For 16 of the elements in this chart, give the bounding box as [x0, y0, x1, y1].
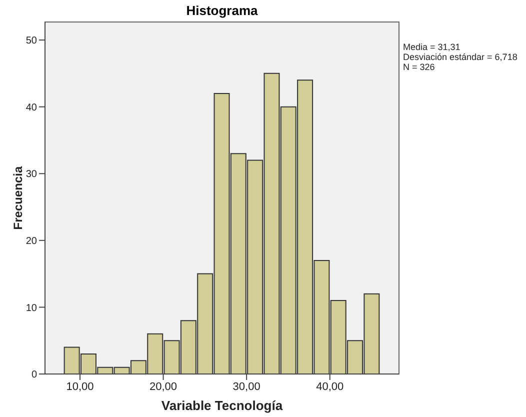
x-tick-label: 10,00: [66, 380, 94, 393]
text: Media = 31,31: [403, 42, 462, 52]
x-axis-title: Variable Tecnología: [161, 398, 284, 413]
y-tick-label: 50: [26, 36, 38, 47]
y-axis-title: Frecuencia: [11, 166, 25, 230]
x-tick-label: 40,00: [316, 380, 344, 393]
y-tick-label: 30: [26, 169, 38, 180]
y-tick-label: 0: [31, 370, 38, 381]
chart-title: Histograma: [185, 3, 259, 18]
y-tick-label: 20: [26, 236, 38, 247]
y-tick-label: 10: [26, 302, 38, 314]
x-tick-label: 30,00: [232, 380, 260, 393]
x-tick-label: 20,00: [150, 380, 178, 393]
y-tick-label: 40: [26, 102, 38, 114]
text: Desviación estándar = 6,718: [403, 52, 518, 62]
text: N = 326: [403, 62, 436, 72]
